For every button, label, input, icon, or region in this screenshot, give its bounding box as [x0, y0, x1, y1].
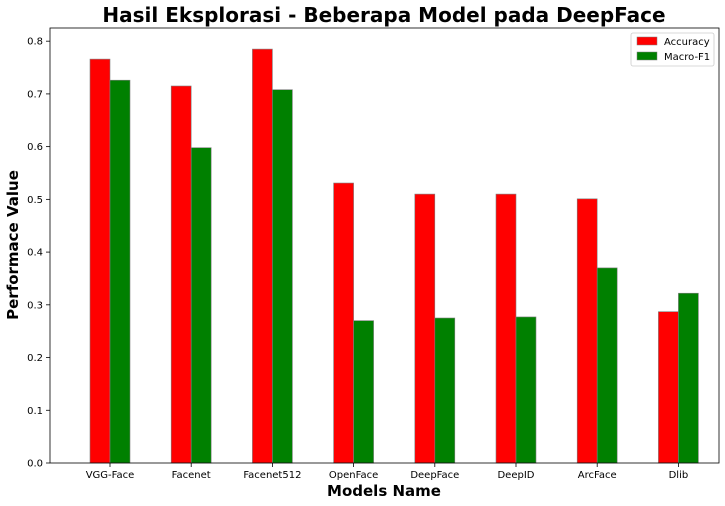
y-axis-label: Performace Value [4, 170, 22, 320]
x-tick-label: Facenet [172, 470, 211, 481]
legend: Accuracy Macro-F1 [630, 32, 715, 67]
x-tick-label: ArcFace [578, 470, 617, 481]
y-tick-label: 0.2 [27, 353, 43, 364]
x-tick-label: Dlib [669, 470, 689, 481]
y-tick-label: 0.6 [27, 142, 43, 153]
y-tick-label: 0.1 [27, 406, 43, 417]
bar-accuracy-facenet512 [252, 48, 273, 464]
y-tick-label: 0.4 [27, 248, 43, 259]
y-tick-label: 0.0 [27, 459, 43, 470]
bar-accuracy-arcface [576, 198, 598, 464]
legend-swatch-macro-f1 [636, 51, 658, 61]
x-tick-label: DeepFace [410, 470, 459, 481]
bar-macro-f1-deepface [434, 317, 456, 464]
x-axis-label: Models Name [327, 482, 441, 500]
y-axis: 0.0 0.1 0.2 0.3 0.4 0.5 0.6 0.7 0.8 [27, 37, 50, 470]
bar-macro-f1-arcface [596, 267, 618, 464]
bar-accuracy-vgg-face [89, 58, 111, 464]
x-tick-label: DeepID [497, 470, 534, 481]
bar-accuracy-facenet [170, 85, 192, 464]
bar-accuracy-deepface [414, 193, 436, 464]
bar-macro-f1-vgg-face [109, 79, 131, 464]
y-tick-label: 0.7 [27, 89, 43, 100]
bar-accuracy-deepid [495, 193, 517, 464]
bar-macro-f1-dlib [678, 292, 699, 464]
x-tick-label: OpenFace [329, 470, 378, 481]
legend-label: Macro-F1 [664, 52, 710, 63]
bar-accuracy-openface [333, 182, 354, 464]
legend-label: Accuracy [664, 37, 710, 48]
bar-accuracy-dlib [658, 311, 679, 464]
y-tick-label: 0.8 [27, 37, 43, 48]
bar-macro-f1-openface [353, 320, 374, 464]
x-tick-label: Facenet512 [243, 470, 301, 481]
x-tick-label: VGG-Face [86, 470, 135, 481]
plot-frame [49, 27, 720, 464]
legend-swatch-accuracy [636, 36, 658, 46]
y-tick-label: 0.5 [27, 195, 43, 206]
y-tick-label: 0.3 [27, 300, 43, 311]
chart-title: Hasil Eksplorasi - Beberapa Model pada D… [102, 3, 665, 27]
bar-macro-f1-facenet [190, 147, 212, 464]
bars-layer [89, 48, 699, 464]
bar-macro-f1-facenet512 [272, 89, 293, 464]
bar-macro-f1-deepid [515, 316, 537, 464]
x-axis: VGG-Face Facenet Facenet512 OpenFace DeepFac… [86, 463, 688, 481]
